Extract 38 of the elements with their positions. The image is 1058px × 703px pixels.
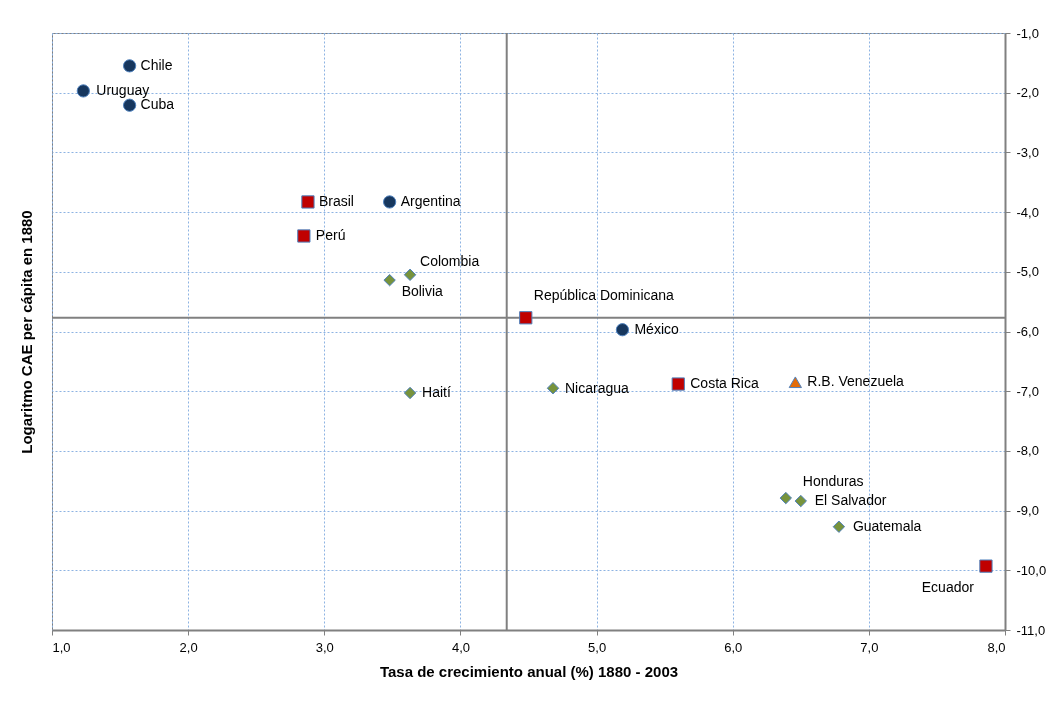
annotation: Brasil bbox=[318, 192, 354, 209]
annotation: México bbox=[634, 320, 679, 337]
annotation: Bolivia bbox=[401, 283, 444, 300]
y-tick-label: -3,0 bbox=[1016, 144, 1039, 160]
x-tick-label: 2,0 bbox=[179, 639, 198, 655]
y-axis-title: Logaritmo CAE per cápita en 1880 bbox=[17, 210, 35, 454]
y-tick-label: -11,0 bbox=[1016, 622, 1046, 638]
x-tick-label: 8,0 bbox=[987, 639, 1006, 655]
annotation: Perú bbox=[315, 226, 346, 243]
annotation: Uruguay bbox=[96, 81, 150, 98]
y-tick-label: -8,0 bbox=[1016, 443, 1039, 459]
annotation: República Dominicana bbox=[533, 286, 675, 303]
annotation: Haití bbox=[422, 383, 451, 400]
x-axis-title: Tasa de crecimiento anual (%) 1880 - 2003 bbox=[379, 662, 679, 680]
y-tick-label: -4,0 bbox=[1016, 204, 1039, 220]
y-tick-label: -10,0 bbox=[1016, 562, 1047, 578]
annotation: Chile bbox=[140, 56, 173, 73]
x-tick-label: 3,0 bbox=[315, 639, 334, 655]
y-tick-label: -2,0 bbox=[1016, 85, 1039, 101]
y-tick-label: -6,0 bbox=[1016, 324, 1039, 339]
y-tick-label: -1,0 bbox=[1016, 25, 1039, 41]
x-tick-label: 6,0 bbox=[724, 639, 743, 655]
annotation: Costa Rica bbox=[690, 375, 759, 392]
x-tick-label: 4,0 bbox=[451, 639, 470, 655]
annotation: Argentina bbox=[400, 192, 461, 209]
y-tick-label: -5,0 bbox=[1016, 264, 1039, 280]
x-tick-label: 5,0 bbox=[588, 639, 607, 655]
y-tick-label: -9,0 bbox=[1016, 503, 1039, 519]
annotation: Honduras bbox=[802, 473, 864, 490]
annotation: R.B. Venezuela bbox=[807, 373, 905, 390]
annotation: El Salvador bbox=[814, 492, 887, 509]
annotation: Nicaragua bbox=[565, 380, 630, 397]
annotation: Guatemala bbox=[852, 517, 922, 534]
annotation: Colombia bbox=[420, 252, 480, 269]
x-tick-label: 1,0 bbox=[52, 639, 71, 655]
y-tick-label: -7,0 bbox=[1016, 383, 1039, 399]
x-tick-label: 7,0 bbox=[860, 639, 879, 655]
annotation: Ecuador bbox=[921, 579, 975, 596]
